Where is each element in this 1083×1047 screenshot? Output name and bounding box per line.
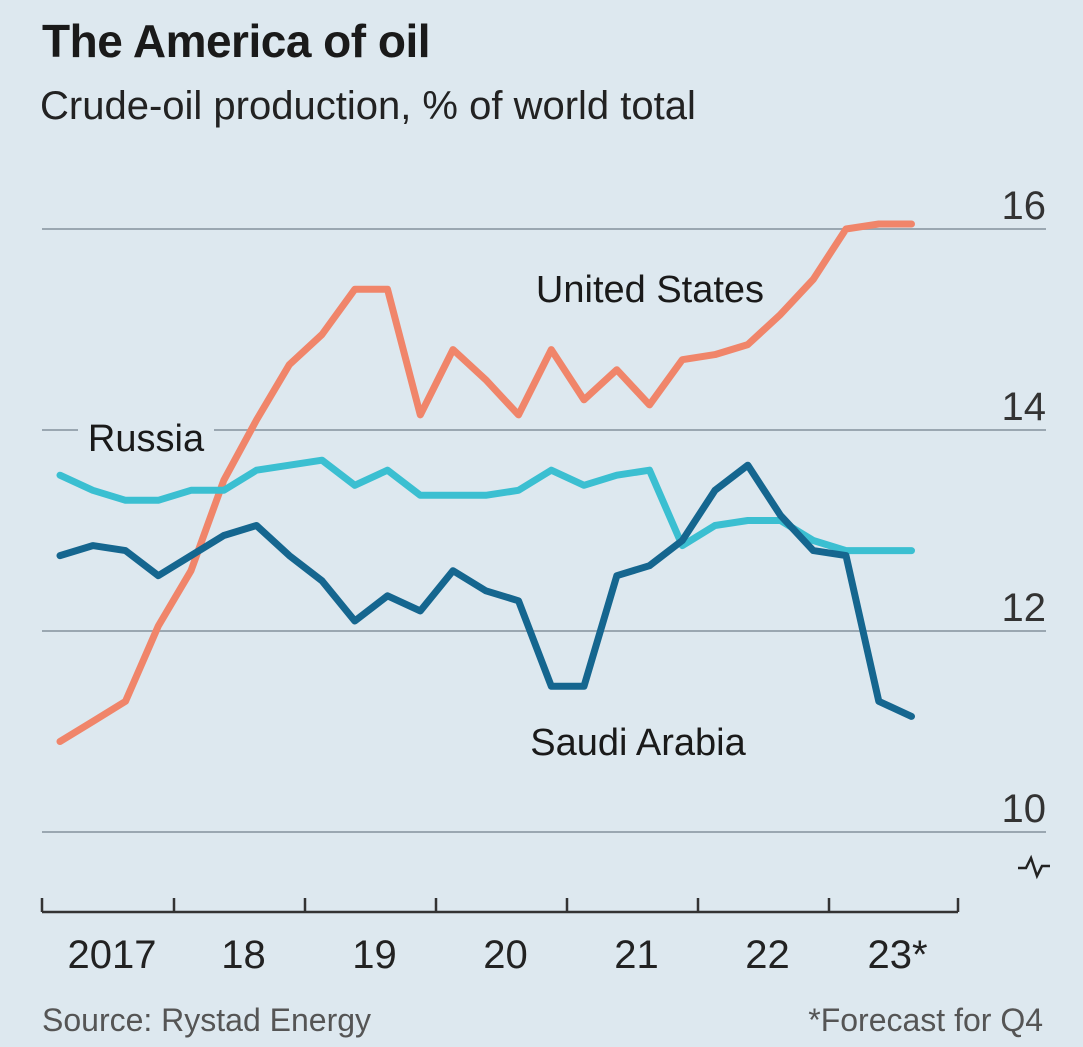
series-line-saudi-arabia bbox=[56, 461, 915, 720]
series-line-russia bbox=[56, 456, 915, 555]
y-tick-label-12: 12 bbox=[1002, 586, 1047, 630]
y-tick-label-16: 16 bbox=[1002, 184, 1047, 228]
chart-subtitle: Crude-oil production, % of world total bbox=[40, 84, 696, 128]
series-label-united-states: United States bbox=[536, 269, 764, 311]
x-tick-label-19: 19 bbox=[352, 933, 397, 977]
series-label-russia: Russia bbox=[88, 418, 205, 460]
y-tick-label-14: 14 bbox=[1002, 385, 1047, 429]
x-tick-label-21: 21 bbox=[614, 933, 659, 977]
footnote: *Forecast for Q4 bbox=[808, 1002, 1043, 1038]
source-note: Source: Rystad Energy bbox=[42, 1002, 372, 1038]
y-tick-label-10: 10 bbox=[1002, 787, 1047, 831]
series-label-bg-russia bbox=[78, 411, 214, 463]
x-tick-label-23*: 23* bbox=[867, 933, 927, 977]
x-tick-label-18: 18 bbox=[221, 933, 266, 977]
x-tick-label-2017: 2017 bbox=[68, 933, 157, 977]
x-tick-label-22: 22 bbox=[745, 933, 790, 977]
x-tick-label-20: 20 bbox=[483, 933, 528, 977]
series-line-united-states bbox=[56, 220, 915, 745]
axis-break-marker bbox=[1018, 854, 1050, 880]
series-label-saudi-arabia: Saudi Arabia bbox=[530, 722, 746, 764]
chart-title: The America of oil bbox=[42, 15, 431, 67]
